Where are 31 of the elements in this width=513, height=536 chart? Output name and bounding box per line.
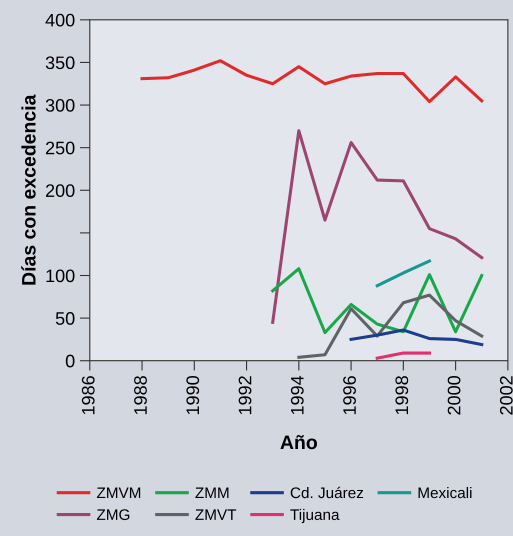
x-tick-label: 2002 [500, 376, 513, 415]
y-tick-label: 350 [46, 56, 74, 70]
y-tick-label: 0 [66, 354, 74, 368]
legend-label: ZMVT [195, 509, 236, 520]
x-tick-label: 1988 [134, 376, 147, 414]
line-series [140, 59, 484, 104]
y-tick-label: 100 [46, 269, 74, 282]
x-tick-label: 1996 [343, 376, 356, 414]
line-series [297, 294, 484, 359]
legend-label: ZMG [96, 509, 130, 520]
x-axis-title: Año [280, 434, 317, 450]
legend-label: ZMM [195, 488, 228, 498]
y-tick-label: 200 [46, 184, 74, 197]
y-tick-label: 300 [46, 98, 74, 112]
line-series [271, 129, 484, 324]
x-tick-label: 1992 [238, 376, 252, 414]
y-axis-title: Días con excedencia [21, 94, 36, 285]
legend-label: Mexicali [418, 486, 472, 498]
legend-label: Tijuana [290, 508, 340, 524]
legend-label: Cd. Juárez [290, 486, 364, 498]
x-tick-label: 1998 [395, 376, 408, 414]
y-tick-label: 400 [45, 14, 74, 27]
x-tick-label: 1994 [290, 376, 304, 414]
x-tick-label: 1986 [82, 376, 95, 414]
x-tick-label: 2000 [448, 376, 460, 415]
x-tick-label: 1990 [186, 376, 200, 414]
y-tick-label: 250 [46, 142, 74, 154]
line-series [350, 328, 484, 346]
legend-label: ZMVM [96, 488, 140, 498]
y-tick-label: 50 [56, 312, 74, 325]
line-series [271, 267, 484, 334]
